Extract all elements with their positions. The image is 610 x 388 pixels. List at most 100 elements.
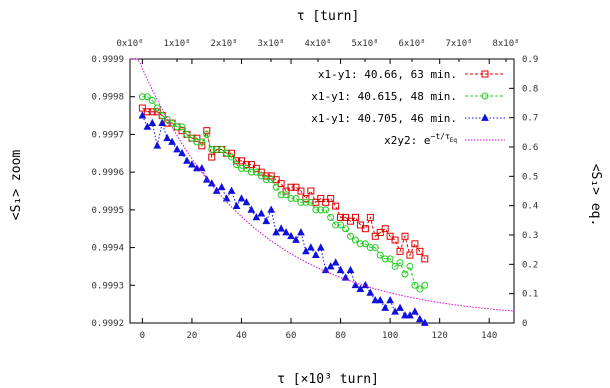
tick-group: 0 20 40 60 80 100 120 140 0x10⁰ 1x10⁸ 2x10⁸ 3x10⁸ 4x… bbox=[91, 39, 538, 341]
data-point bbox=[316, 243, 325, 251]
data-point bbox=[342, 225, 350, 233]
data-point bbox=[416, 247, 424, 255]
data-point bbox=[337, 221, 345, 229]
data-point bbox=[247, 205, 256, 213]
data-point bbox=[197, 164, 206, 172]
x-tick-label: 120 bbox=[432, 331, 448, 341]
top-tick-label: 7x10⁸ bbox=[445, 39, 472, 49]
x-tick-label: 40 bbox=[236, 331, 247, 341]
data-point bbox=[371, 244, 379, 252]
data-point bbox=[376, 251, 384, 259]
series-group bbox=[130, 58, 515, 326]
data-point bbox=[337, 213, 345, 221]
data-point bbox=[188, 134, 196, 142]
data-point bbox=[148, 108, 156, 116]
data-point bbox=[331, 258, 340, 266]
data-point bbox=[282, 187, 290, 195]
data-point bbox=[198, 138, 206, 146]
data-point bbox=[237, 164, 245, 172]
data-point bbox=[277, 179, 285, 187]
data-point bbox=[163, 133, 172, 142]
data-point bbox=[366, 213, 374, 221]
data-point bbox=[267, 176, 275, 184]
y-left-tick-label: 0.9993 bbox=[91, 281, 124, 291]
y-right-tick-label: 0.7 bbox=[522, 114, 538, 124]
data-point bbox=[376, 296, 385, 304]
top-tick-label: 8x10⁸ bbox=[492, 39, 519, 49]
data-point bbox=[272, 176, 280, 184]
data-point bbox=[247, 168, 255, 176]
data-point bbox=[282, 228, 290, 236]
data-point bbox=[267, 205, 276, 213]
series-2 bbox=[138, 93, 429, 293]
data-point bbox=[292, 195, 300, 203]
data-point bbox=[143, 122, 152, 130]
data-point bbox=[401, 270, 409, 278]
data-point bbox=[247, 161, 255, 169]
legend-sample-series-1 bbox=[465, 70, 505, 78]
data-point bbox=[356, 221, 364, 229]
data-point bbox=[366, 244, 374, 252]
data-point bbox=[322, 198, 330, 206]
y-left-tick-label: 0.9998 bbox=[91, 93, 124, 103]
data-point bbox=[381, 303, 390, 311]
y-right-tick-label: 0 bbox=[522, 319, 527, 329]
y-left-tick-label: 0.9997 bbox=[91, 130, 124, 140]
data-point bbox=[406, 262, 414, 270]
data-point bbox=[292, 183, 300, 191]
data-point bbox=[317, 195, 325, 203]
data-point bbox=[143, 108, 151, 116]
data-point bbox=[351, 213, 359, 221]
data-point bbox=[223, 149, 231, 157]
data-point bbox=[421, 255, 429, 263]
data-point bbox=[242, 164, 250, 172]
data-point bbox=[183, 130, 191, 138]
data-point bbox=[267, 172, 275, 180]
plot-frame bbox=[129, 58, 515, 324]
legend-label-series-4-base: x2y2: e bbox=[384, 134, 430, 147]
legend-label-series-1: x1-y1: 40.66, 63 min. bbox=[318, 68, 457, 81]
data-point bbox=[346, 232, 354, 240]
data-point bbox=[188, 160, 196, 168]
y-left-tick-label: 0.9992 bbox=[91, 319, 124, 329]
data-point bbox=[232, 201, 241, 209]
data-point bbox=[307, 187, 315, 195]
data-point bbox=[356, 240, 364, 248]
data-point bbox=[297, 198, 305, 206]
data-point bbox=[228, 149, 236, 157]
data-point bbox=[213, 146, 221, 154]
data-point bbox=[317, 206, 325, 214]
series-line bbox=[141, 115, 426, 324]
data-point bbox=[297, 187, 305, 195]
data-point bbox=[277, 224, 285, 232]
data-point bbox=[351, 236, 359, 244]
data-point bbox=[406, 311, 414, 319]
top-axis-title: τ [turn] bbox=[297, 9, 360, 24]
x-axis-title: τ [×10³ turn] bbox=[277, 372, 379, 387]
data-point bbox=[411, 281, 419, 289]
data-point bbox=[287, 231, 295, 240]
data-point bbox=[411, 240, 419, 248]
data-point bbox=[311, 250, 320, 259]
data-point bbox=[312, 198, 320, 206]
data-point bbox=[242, 161, 250, 169]
x-tick-label: 20 bbox=[187, 331, 198, 341]
data-point bbox=[272, 228, 281, 236]
y-left-tick-label: 0.9996 bbox=[91, 168, 124, 178]
data-point bbox=[178, 123, 186, 131]
data-point bbox=[326, 262, 335, 270]
data-point bbox=[252, 164, 260, 172]
data-point bbox=[252, 168, 260, 176]
data-point bbox=[371, 296, 380, 304]
top-tick-label: 4x10⁸ bbox=[304, 39, 331, 49]
data-point bbox=[401, 311, 409, 319]
data-point bbox=[386, 255, 394, 263]
data-point bbox=[168, 119, 176, 127]
data-point bbox=[257, 209, 266, 217]
data-point bbox=[237, 157, 245, 165]
data-point bbox=[307, 198, 315, 206]
y-axis-left-title: <S₁> zoom bbox=[9, 150, 24, 221]
series-1 bbox=[138, 104, 429, 263]
data-point bbox=[262, 216, 271, 225]
